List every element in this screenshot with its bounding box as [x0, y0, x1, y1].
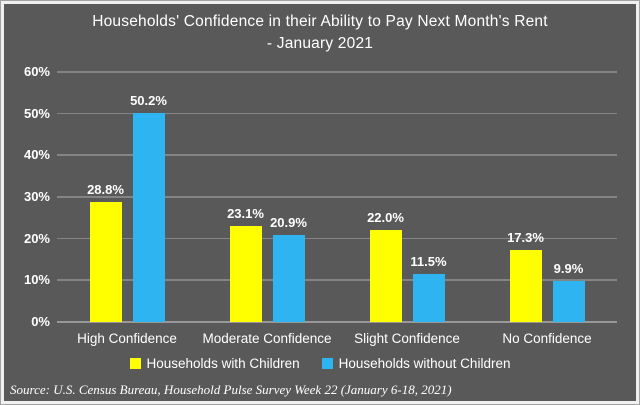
bar-chart: Households' Confidence in their Ability … [4, 4, 636, 401]
x-category-label: Slight Confidence [354, 331, 460, 346]
gridline [57, 154, 617, 156]
chart-title-line1: Households' Confidence in their Ability … [92, 13, 548, 30]
legend-item: Households with Children [129, 356, 300, 371]
bar [229, 225, 262, 322]
chart-title: Households' Confidence in their Ability … [4, 11, 636, 55]
bar-value-label: 50.2% [130, 92, 167, 108]
x-category-label: High Confidence [77, 331, 177, 346]
y-tick-label: 0% [31, 314, 50, 329]
y-tick-label: 60% [23, 64, 50, 79]
bar-value-label: 23.1% [227, 205, 264, 221]
legend-swatch-icon [321, 358, 333, 369]
bar [412, 274, 445, 322]
x-axis-line [57, 321, 617, 323]
y-tick-label: 10% [23, 272, 50, 288]
bar [369, 230, 402, 322]
bar-value-label: 28.8% [87, 182, 124, 197]
gridline [57, 112, 617, 115]
bar [509, 249, 542, 322]
bar [272, 234, 305, 322]
legend-swatch-icon [129, 358, 141, 369]
legend-item: Households without Children [321, 356, 511, 371]
gridline [57, 279, 617, 281]
gridline [57, 237, 617, 240]
bar-value-label: 11.5% [410, 254, 447, 270]
gridline [57, 196, 617, 198]
legend: Households with Children Households witho… [4, 356, 636, 371]
y-tick-label: 20% [23, 230, 50, 246]
bar-value-label: 22.0% [367, 210, 404, 226]
bar [89, 202, 122, 322]
legend-label: Households with Children [146, 356, 300, 371]
bar [552, 280, 585, 322]
x-category-label: Moderate Confidence [202, 331, 332, 346]
y-tick-label: 40% [23, 147, 50, 163]
y-tick-label: 30% [23, 189, 50, 204]
chart-title-line2: - January 2021 [266, 35, 374, 52]
legend-label: Households without Children [338, 356, 511, 371]
source-note: Source: U.S. Census Bureau, Household Pu… [10, 382, 452, 397]
gridline [57, 71, 617, 73]
y-tick-label: 50% [23, 105, 50, 121]
bar-value-label: 9.9% [553, 260, 584, 276]
x-category-label: No Confidence [502, 331, 592, 346]
bar-value-label: 20.9% [270, 214, 307, 230]
bar-value-label: 17.3% [507, 229, 544, 245]
bar [132, 112, 165, 322]
